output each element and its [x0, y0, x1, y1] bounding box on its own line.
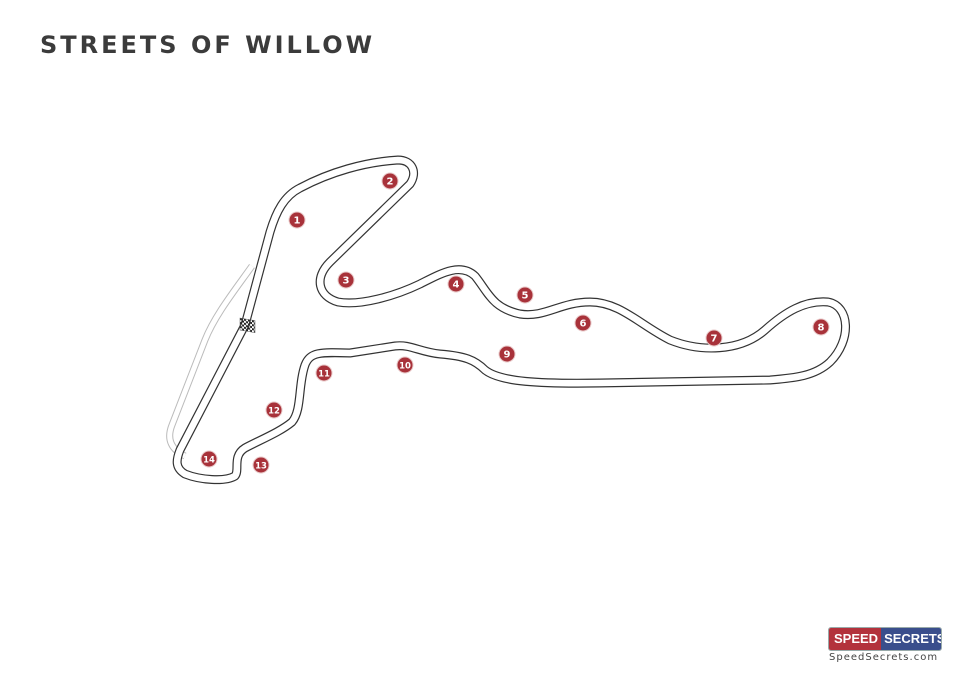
turn-number: 5	[522, 291, 529, 302]
turn-circle	[265, 401, 283, 419]
checkered-flag-icon	[239, 317, 256, 333]
turn-marker-2: 2	[381, 172, 399, 190]
turn-marker-12: 12	[265, 401, 283, 419]
turn-number: 9	[504, 350, 511, 361]
turn-marker-6: 6	[574, 314, 592, 332]
page-title: STREETS OF WILLOW	[40, 31, 376, 59]
turn-number: 14	[203, 456, 215, 466]
turn-circle	[200, 450, 218, 468]
turn-marker-11: 11	[315, 364, 333, 382]
turn-number: 3	[343, 276, 350, 287]
turn-number: 4	[453, 280, 460, 291]
turn-marker-4: 4	[447, 275, 465, 293]
turn-number: 12	[268, 407, 280, 417]
logo-speed: SPEED	[829, 628, 882, 650]
pit-lane	[166, 263, 255, 460]
turn-circle	[381, 172, 399, 190]
turn-number: 13	[255, 462, 267, 472]
logo-secrets: SECRETS	[881, 628, 941, 650]
turn-marker-1: 1	[288, 211, 306, 229]
speed-secrets-logo: SPEED SECRETS	[828, 627, 942, 651]
turn-number: 1	[294, 216, 301, 227]
turn-circle	[252, 456, 270, 474]
turn-circle	[498, 345, 516, 363]
turn-marker-14: 14	[200, 450, 218, 468]
turn-number: 2	[387, 177, 394, 188]
turn-circle	[447, 275, 465, 293]
turn-marker-5: 5	[516, 286, 534, 304]
turn-circle	[396, 356, 414, 374]
turn-marker-8: 8	[812, 318, 830, 336]
turn-number: 7	[711, 334, 718, 345]
turn-marker-9: 9	[498, 345, 516, 363]
turn-circle	[574, 314, 592, 332]
turn-circle	[705, 329, 723, 347]
website-link[interactable]: SpeedSecrets.com	[829, 652, 939, 663]
turn-circle	[812, 318, 830, 336]
turn-number: 11	[318, 370, 330, 380]
turn-circle	[516, 286, 534, 304]
turn-marker-13: 13	[252, 456, 270, 474]
turn-number: 8	[818, 323, 825, 334]
turn-marker-10: 10	[396, 356, 414, 374]
track-surface	[173, 156, 849, 483]
turn-number: 6	[580, 319, 587, 330]
turn-circle	[288, 211, 306, 229]
turn-circle	[315, 364, 333, 382]
turn-marker-7: 7	[705, 329, 723, 347]
pit-lane-inner	[167, 264, 255, 459]
turn-circle	[337, 271, 355, 289]
turn-number: 10	[399, 362, 411, 372]
turn-marker-3: 3	[337, 271, 355, 289]
